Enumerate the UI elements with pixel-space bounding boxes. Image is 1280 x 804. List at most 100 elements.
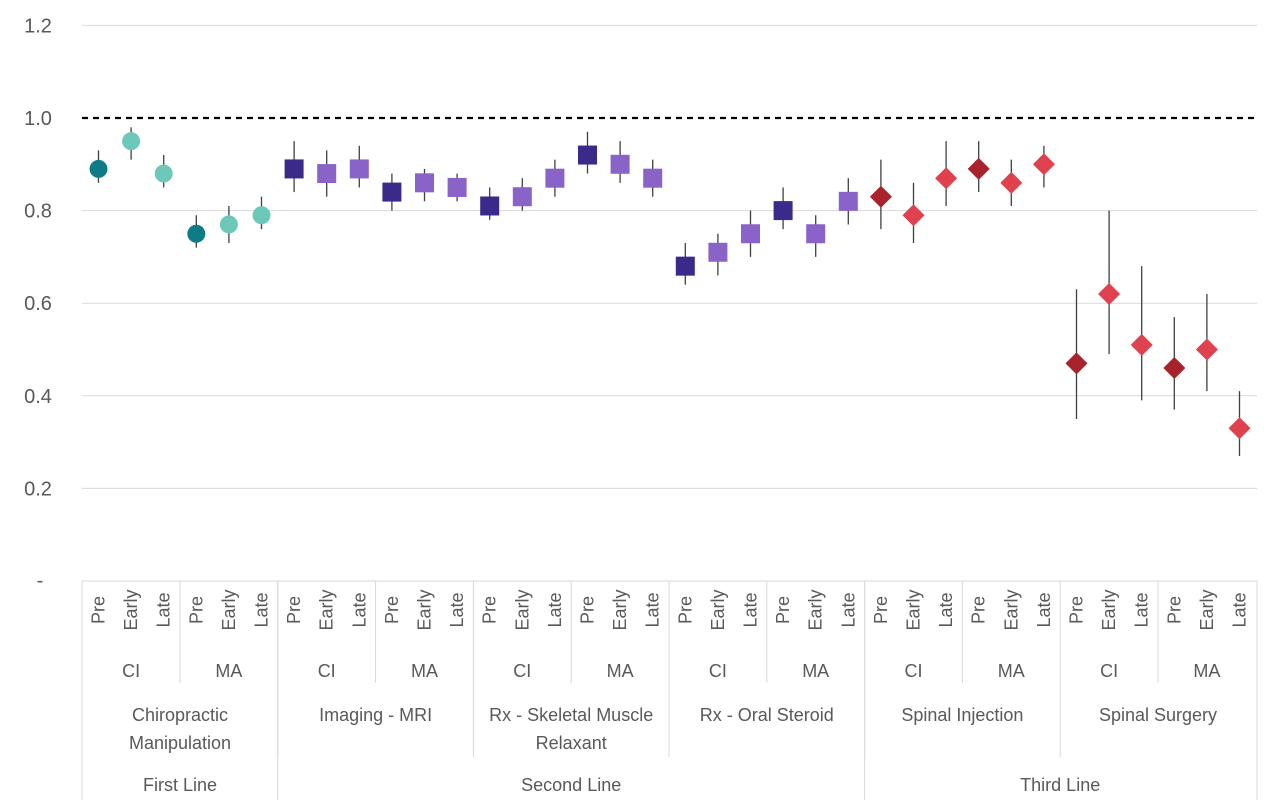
phase-label: Pre bbox=[1067, 596, 1087, 624]
treatment-label: Chiropractic bbox=[132, 705, 228, 725]
phase-label: Early bbox=[512, 589, 532, 630]
comparison-label: MA bbox=[1193, 661, 1220, 681]
line-label: First Line bbox=[143, 775, 217, 795]
data-point-square bbox=[284, 159, 304, 179]
comparison-label: MA bbox=[802, 661, 829, 681]
y-tick-label: 1.0 bbox=[24, 108, 52, 130]
treatment-label: Spinal Surgery bbox=[1099, 705, 1217, 725]
data-point-circle bbox=[187, 224, 206, 243]
y-tick-label-zero: - bbox=[37, 570, 44, 592]
y-tick-label: 0.4 bbox=[24, 386, 52, 408]
phase-label: Pre bbox=[578, 596, 598, 624]
phase-label: Pre bbox=[480, 596, 500, 624]
phase-label: Late bbox=[1230, 592, 1250, 627]
line-label: Second Line bbox=[521, 775, 621, 795]
data-point-square bbox=[447, 177, 467, 197]
data-point-diamond bbox=[1228, 417, 1251, 440]
comparison-label: MA bbox=[998, 661, 1025, 681]
data-point-diamond bbox=[1130, 333, 1153, 356]
data-point-diamond bbox=[967, 157, 990, 180]
phase-label: Late bbox=[349, 592, 369, 627]
phase-label: Early bbox=[219, 589, 239, 630]
data-point-square bbox=[415, 173, 434, 193]
data-point-diamond bbox=[1195, 338, 1218, 361]
phase-label: Late bbox=[936, 592, 956, 627]
phase-label: Pre bbox=[186, 596, 206, 624]
phase-label: Late bbox=[838, 592, 858, 627]
data-point-square bbox=[578, 145, 597, 165]
phase-label: Early bbox=[708, 589, 728, 630]
data-point-square bbox=[512, 187, 532, 207]
phase-label: Early bbox=[806, 589, 826, 630]
data-point-square bbox=[708, 242, 728, 262]
phase-label: Early bbox=[1197, 589, 1217, 630]
phase-label: Pre bbox=[969, 596, 989, 624]
phase-label: Late bbox=[1034, 592, 1054, 627]
phase-label: Early bbox=[415, 589, 435, 630]
phase-label: Pre bbox=[773, 596, 793, 624]
y-tick-label: 1.2 bbox=[24, 15, 52, 37]
treatment-label: Imaging - MRI bbox=[319, 705, 432, 725]
data-point-square bbox=[545, 168, 565, 188]
data-point-diamond bbox=[1163, 357, 1186, 380]
phase-label: Pre bbox=[89, 596, 109, 624]
data-point-square bbox=[643, 168, 663, 188]
data-point-diamond bbox=[869, 185, 892, 208]
x-axis-categories: Pre Early Late Pre Early Late Pre Early Late Pre E… bbox=[81, 580, 1258, 800]
phase-label: Late bbox=[643, 592, 663, 627]
phase-label: Late bbox=[1132, 592, 1152, 627]
data-point-diamond bbox=[1000, 171, 1023, 194]
data-point-diamond bbox=[1098, 282, 1121, 305]
phase-label: Late bbox=[741, 592, 761, 627]
data-point-square bbox=[838, 191, 858, 211]
phase-label: Pre bbox=[871, 596, 891, 624]
comparison-label: MA bbox=[607, 661, 634, 681]
treatment-label: Manipulation bbox=[129, 733, 231, 753]
phase-label: Early bbox=[121, 589, 141, 630]
data-points bbox=[89, 132, 1251, 440]
comparison-label: CI bbox=[122, 661, 140, 681]
comparison-label: CI bbox=[513, 661, 531, 681]
line-label: Third Line bbox=[1020, 775, 1100, 795]
data-point-square bbox=[773, 201, 793, 221]
phase-label: Pre bbox=[1164, 596, 1184, 624]
data-point-circle bbox=[252, 206, 271, 225]
data-point-diamond bbox=[1032, 153, 1055, 176]
data-point-square bbox=[675, 256, 695, 276]
phase-label: Late bbox=[545, 592, 565, 627]
data-point-square bbox=[610, 154, 630, 174]
phase-label: Early bbox=[1099, 589, 1119, 630]
comparison-label: MA bbox=[215, 661, 242, 681]
data-point-circle bbox=[89, 159, 108, 178]
phase-label: Late bbox=[447, 592, 467, 627]
phase-label: Late bbox=[252, 592, 272, 627]
comparison-label: CI bbox=[1100, 661, 1118, 681]
comparison-label: MA bbox=[411, 661, 438, 681]
treatment-label: Rx - Oral Steroid bbox=[700, 705, 834, 725]
comparison-label: CI bbox=[905, 661, 923, 681]
data-point-diamond bbox=[902, 204, 925, 227]
phase-label: Early bbox=[610, 589, 630, 630]
data-point-square bbox=[317, 164, 337, 184]
y-tick-label: 0.8 bbox=[24, 201, 52, 223]
treatment-label: Rx - Skeletal Muscle bbox=[489, 705, 653, 725]
y-tick-label: 0.2 bbox=[24, 478, 52, 500]
data-point-circle bbox=[219, 215, 238, 234]
phase-label: Early bbox=[904, 589, 924, 630]
data-point-diamond bbox=[1065, 352, 1088, 375]
data-point-circle bbox=[122, 132, 141, 151]
data-point-square bbox=[349, 159, 369, 179]
phase-label: Pre bbox=[284, 596, 304, 624]
y-axis: 0.2 0.4 0.6 0.8 1.0 1.2 - bbox=[24, 15, 52, 592]
data-point-square bbox=[382, 182, 402, 202]
gridlines bbox=[82, 24, 1257, 489]
data-point-square bbox=[806, 224, 826, 244]
phase-label: Early bbox=[1001, 589, 1021, 630]
phase-label: Early bbox=[317, 589, 337, 630]
data-point-square bbox=[480, 196, 500, 216]
data-point-circle bbox=[154, 164, 173, 183]
phase-label: Late bbox=[154, 592, 174, 627]
data-point-square bbox=[741, 224, 760, 244]
